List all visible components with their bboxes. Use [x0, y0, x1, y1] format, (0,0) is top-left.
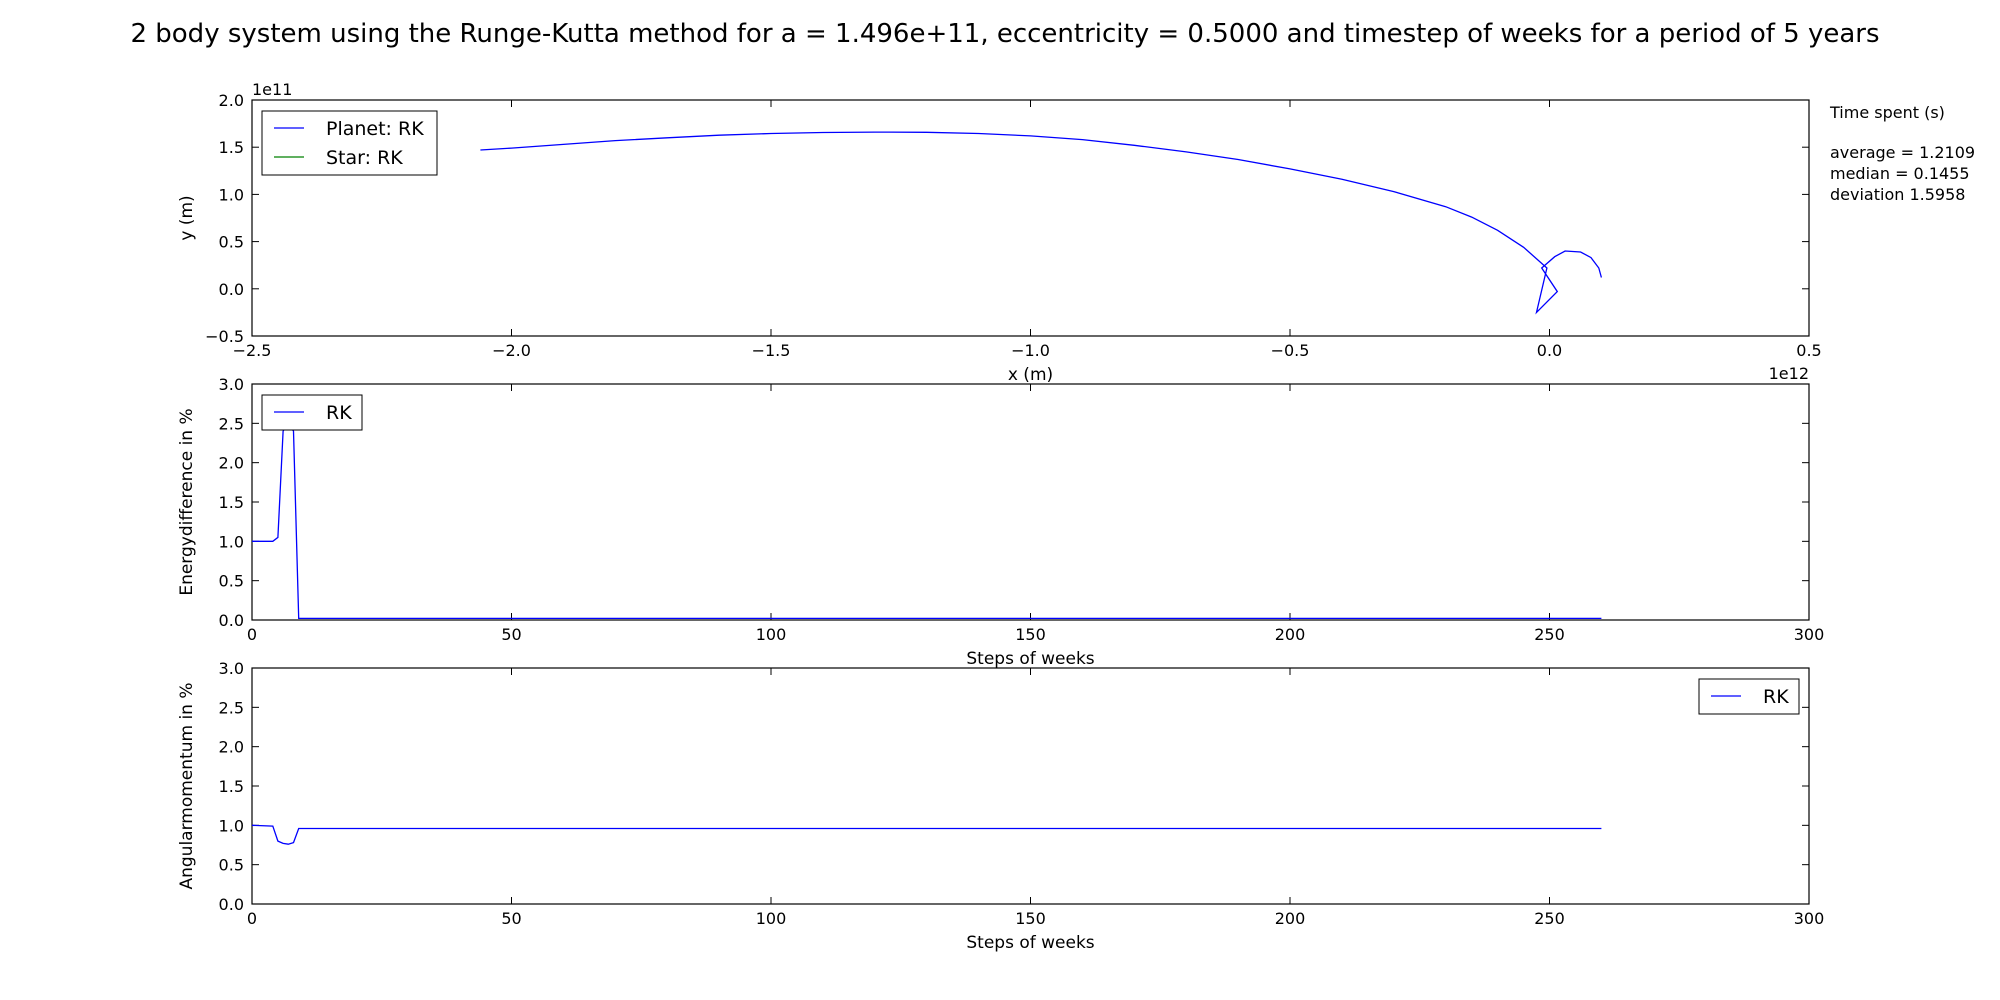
angular-ytick-label: 2.5	[219, 698, 244, 717]
orbit-xtick-label: 0.5	[1796, 341, 1821, 360]
orbit-ytick-label: 2.0	[219, 91, 244, 110]
orbit-ytick-label: 0.0	[219, 280, 244, 299]
angular-ytick-label: 0.0	[219, 895, 244, 914]
angular-xtick-label: 50	[501, 909, 521, 928]
orbit-y-offset-label: 1e11	[252, 80, 292, 99]
energy-ytick-label: 1.5	[219, 493, 244, 512]
orbit-xtick-label: −2.5	[233, 341, 272, 360]
orbit-x-offset-label: 1e12	[1769, 364, 1809, 383]
energy-xtick-label: 150	[1015, 625, 1046, 644]
energy-legend-label: RK	[326, 402, 352, 424]
angular-xtick-label: 300	[1794, 909, 1825, 928]
orbit-legend	[261, 110, 438, 176]
energy-xtick-label: 300	[1794, 625, 1825, 644]
orbit-axes-frame	[251, 99, 1810, 337]
orbit-xtick-label: −1.5	[752, 341, 791, 360]
angular-ytick-label: 3.0	[219, 659, 244, 678]
orbit-series-line-planet-rk	[480, 131, 1603, 315]
orbit-xtick-label: −1.0	[1011, 341, 1050, 360]
angular-ytick-label: 0.5	[219, 856, 244, 875]
energy-ytick-label: 1.0	[219, 532, 244, 551]
energy-xlabel: Steps of weeks	[966, 649, 1094, 669]
orbit-xtick-label: 0.0	[1537, 341, 1562, 360]
energy-ylabel: Energydifference in %	[177, 408, 197, 595]
orbit-ytick-label: 0.5	[219, 233, 244, 252]
angular-xtick-label: 0	[247, 909, 257, 928]
time-spent-average: average = 1.2109	[1830, 143, 1975, 162]
angular-ytick-label: 1.0	[219, 816, 244, 835]
time-spent-median: median = 0.1455	[1830, 164, 1970, 183]
energy-xtick-label: 200	[1275, 625, 1306, 644]
energy-ytick-label: 0.0	[219, 611, 244, 630]
angular-series-line-rk	[252, 824, 1602, 845]
angular-xtick-label: 100	[756, 909, 787, 928]
angular-xtick-label: 250	[1534, 909, 1565, 928]
time-spent-panel: Time spent (s) average = 1.2109 median =…	[1829, 103, 1975, 204]
angular-ytick-label: 2.0	[219, 738, 244, 757]
energy-axes-frame	[251, 383, 1810, 621]
orbit-xlabel: x (m)	[1008, 365, 1053, 385]
energy-xtick-label: 250	[1534, 625, 1565, 644]
energy-xtick-label: 100	[756, 625, 787, 644]
energy-ytick-label: 2.0	[219, 454, 244, 473]
orbit-ylabel: y (m)	[177, 195, 197, 240]
angular-legend-label: RK	[1763, 686, 1789, 708]
orbit-xtick-label: −0.5	[1271, 341, 1310, 360]
energy-xtick-label: 50	[501, 625, 521, 644]
angular-xlabel: Steps of weeks	[966, 933, 1094, 953]
figure-title: 2 body system using the Runge-Kutta meth…	[130, 19, 1879, 49]
angular-xtick-label: 150	[1015, 909, 1046, 928]
time-spent-header: Time spent (s)	[1829, 103, 1945, 122]
time-spent-deviation: deviation 1.5958	[1830, 185, 1965, 204]
orbit-plot: −2.5 −2.0 −1.5 −1.0 −0.5 0.0 0.5 −0.5 0.0 0.5 1.0 1…	[177, 80, 1822, 385]
angular-ylabel: Angularmomentum in %	[177, 682, 197, 889]
angular-axes-frame	[251, 667, 1810, 905]
angular-ytick-label: 1.5	[219, 777, 244, 796]
angular-xtick-label: 200	[1275, 909, 1306, 928]
energy-ytick-label: 3.0	[219, 375, 244, 394]
energy-xtick-label: 0	[247, 625, 257, 644]
orbit-ytick-label: −0.5	[205, 327, 244, 346]
orbit-ytick-label: 1.0	[219, 185, 244, 204]
orbit-legend-label: Planet: RK	[326, 118, 424, 140]
orbit-legend-label: Star: RK	[326, 147, 403, 169]
orbit-xtick-label: −2.0	[492, 341, 531, 360]
energy-ytick-label: 0.5	[219, 572, 244, 591]
energy-difference-plot: 0 50 100 150 200 250 300 0.0 0.5 1.0 1.5 2.0 2.5 3.0 S…	[177, 375, 1824, 669]
angular-momentum-plot: 0 50 100 150 200 250 300 0.0 0.5 1.0 1.5 2.0 2.5 3.0 S…	[177, 659, 1824, 953]
orbit-ytick-label: 1.5	[219, 138, 244, 157]
energy-ytick-label: 2.5	[219, 414, 244, 433]
